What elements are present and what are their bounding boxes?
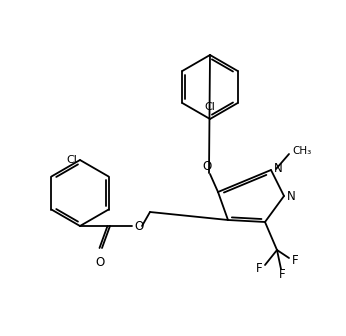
Text: Cl: Cl [66,155,77,165]
Text: N: N [287,190,296,203]
Text: F: F [292,253,298,266]
Text: O: O [134,219,144,233]
Text: O: O [95,256,104,269]
Text: Cl: Cl [204,102,216,112]
Text: O: O [202,161,212,173]
Text: CH₃: CH₃ [292,146,311,156]
Text: N: N [274,162,283,174]
Text: F: F [256,261,262,275]
Text: F: F [279,267,285,281]
